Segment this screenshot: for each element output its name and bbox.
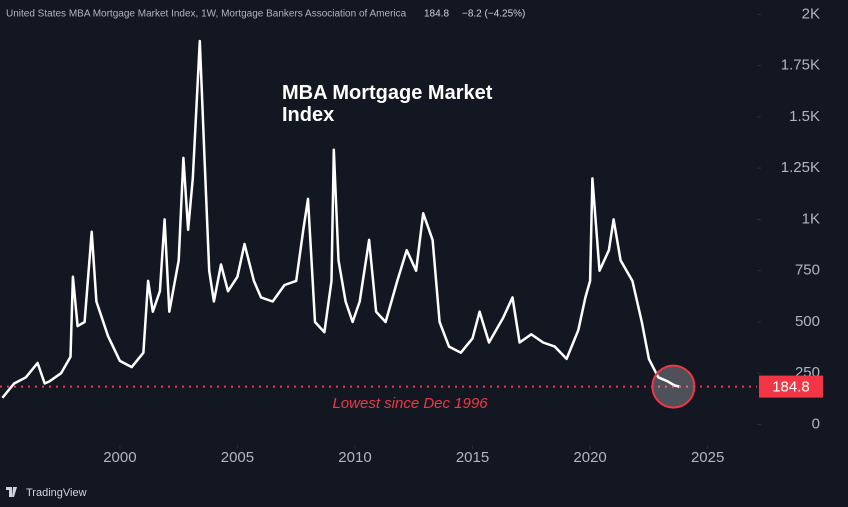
header-value: 184.8 [424, 9, 449, 20]
x-tick-label: 2000 [103, 449, 136, 466]
data-line [1, 39, 680, 399]
chart-title: MBA Mortgage Market Index [282, 82, 493, 126]
brand-logo [6, 487, 17, 497]
x-tick-label: 2010 [338, 449, 371, 466]
y-tick-label: 1.25K [781, 159, 820, 176]
y-tick-label: 2K [802, 5, 820, 22]
x-tick-label: 2020 [573, 449, 606, 466]
y-tick-label: 1.5K [789, 108, 820, 125]
y-tick-label: 0 [812, 415, 820, 432]
x-tick-label: 2025 [691, 449, 724, 466]
brand: TradingView [26, 487, 87, 499]
y-tick-label: 500 [795, 313, 820, 330]
annotation: Lowest since Dec 1996 [332, 395, 488, 412]
last-value-box [759, 375, 823, 398]
last-value-label: 184.8 [772, 379, 810, 396]
y-tick-label: 1K [802, 210, 820, 227]
x-tick-label: 2015 [456, 449, 489, 466]
y-tick-label: 1.75K [781, 57, 820, 74]
header: United States MBA Mortgage Market Index,… [6, 9, 407, 20]
x-tick-label: 2005 [221, 449, 254, 466]
y-tick-label: 750 [795, 262, 820, 279]
header-change: −8.2 (−4.25%) [462, 9, 525, 20]
highlight-circle [651, 364, 696, 409]
